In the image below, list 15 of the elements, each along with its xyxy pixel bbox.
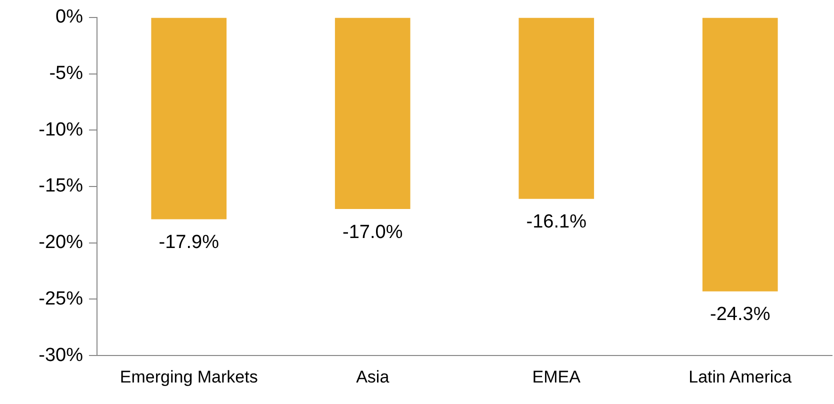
data-label: -17.9% [158, 232, 220, 253]
y-tick-label: -25% [38, 288, 84, 310]
data-label: -16.1% [526, 212, 587, 233]
x-tick-label: Asia [356, 367, 390, 386]
y-tick-label: -20% [38, 232, 84, 254]
x-tick-label: Emerging Markets [120, 367, 258, 386]
x-tick-label: Latin America [688, 367, 792, 386]
x-tick-label: EMEA [532, 367, 582, 386]
y-tick-label: -10% [38, 119, 84, 140]
y-tick-label: 0% [56, 6, 84, 28]
data-label: -17.0% [342, 222, 403, 243]
y-tick-label: -15% [38, 176, 84, 197]
y-tick-label: -5% [49, 63, 84, 84]
data-label: -24.3% [710, 304, 770, 326]
y-tick-label: -30% [38, 344, 84, 366]
